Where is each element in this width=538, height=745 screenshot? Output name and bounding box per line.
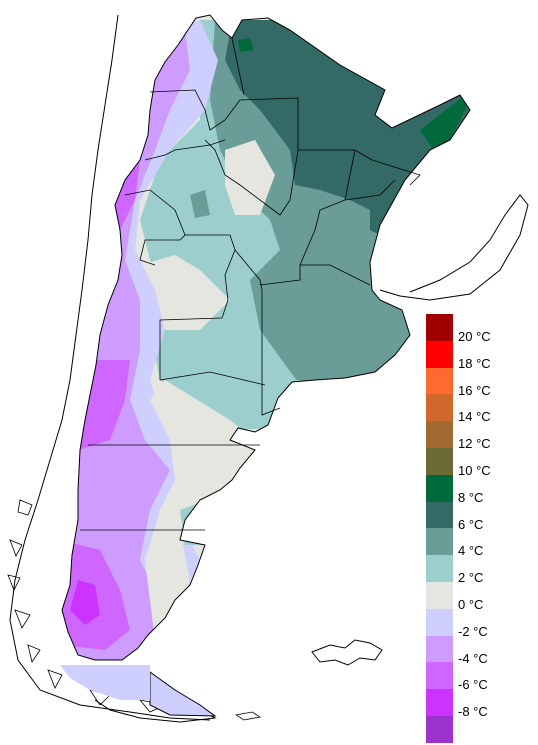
legend-item: 6 °C — [426, 501, 530, 532]
legend-label: 14 °C — [456, 409, 493, 425]
legend-swatch — [426, 555, 453, 582]
legend-label: 16 °C — [456, 382, 493, 398]
legend-item: 4 °C — [426, 528, 530, 559]
legend-label: -4 °C — [456, 650, 490, 666]
chile-islands — [7, 499, 167, 713]
legend-label: -8 °C — [456, 704, 490, 720]
legend-label: 10 °C — [456, 462, 493, 478]
legend-swatch — [426, 635, 453, 663]
legend-item: 14 °C — [426, 394, 530, 425]
legend-label: 0 °C — [456, 596, 486, 612]
legend-swatch — [426, 394, 453, 422]
legend-item: 2 °C — [426, 555, 530, 586]
isla-de-los-estados — [234, 711, 262, 721]
legend-swatch — [426, 447, 453, 475]
legend-swatch — [426, 689, 453, 716]
legend-label: 6 °C — [456, 516, 486, 532]
legend-item: -6 °C — [426, 662, 530, 693]
legend-swatch — [426, 715, 453, 743]
legend-item — [426, 715, 530, 743]
legend-label: 20 °C — [456, 329, 493, 344]
legend-swatch — [426, 421, 453, 448]
legend-label: 4 °C — [456, 543, 486, 559]
legend-label: -2 °C — [456, 623, 490, 639]
legend-item: 20 °C — [426, 314, 530, 344]
legend-label: 2 °C — [456, 570, 486, 586]
legend-item: 18 °C — [426, 340, 530, 371]
chile-coastline — [9, 14, 211, 721]
legend-item: -2 °C — [426, 608, 530, 639]
temperature-legend: 20 °C 18 °C 16 °C 14 °C 12 °C 10 °C 8 °C 6 °C 4 … — [426, 314, 530, 743]
legend-label: 18 °C — [456, 355, 493, 371]
province-borders — [80, 37, 421, 531]
legend-swatch — [426, 501, 453, 529]
legend-item: 10 °C — [426, 447, 530, 478]
legend-swatch — [426, 581, 453, 609]
legend-label: 8 °C — [456, 489, 486, 505]
malvinas-islands — [311, 639, 383, 666]
legend-swatch — [426, 608, 453, 636]
uruguay-coastline — [379, 194, 529, 301]
legend-item: 0 °C — [426, 581, 530, 612]
legend-item: 16 °C — [426, 367, 530, 398]
legend-item: 8 °C — [426, 474, 530, 505]
legend-item: -4 °C — [426, 635, 530, 666]
legend-swatch — [426, 340, 453, 368]
legend-item: 12 °C — [426, 421, 530, 452]
legend-swatch — [426, 662, 453, 690]
legend-swatch — [426, 367, 453, 395]
legend-swatch — [426, 474, 453, 502]
legend-label: -6 °C — [456, 677, 490, 693]
legend-label: 12 °C — [456, 436, 493, 452]
legend-item: -8 °C — [426, 689, 530, 720]
legend-swatch — [426, 528, 453, 556]
legend-swatch — [426, 314, 453, 341]
